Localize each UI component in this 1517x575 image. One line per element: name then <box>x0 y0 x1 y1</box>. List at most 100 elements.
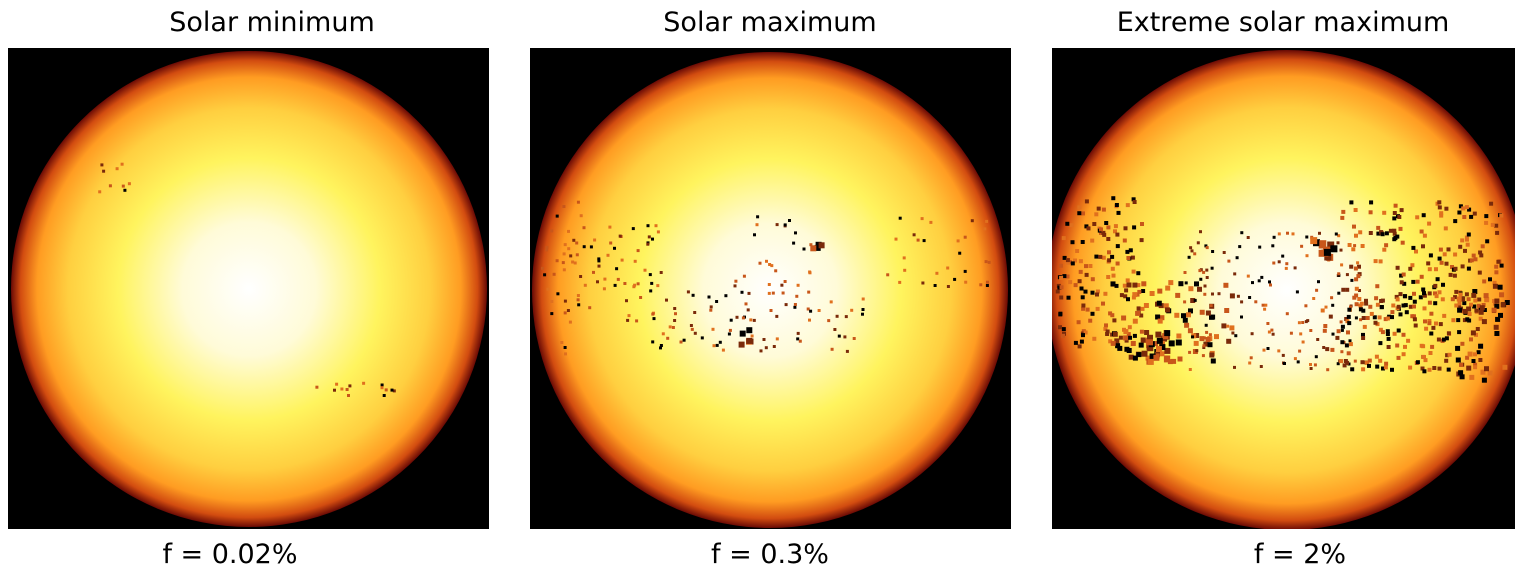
sunspot <box>1318 232 1321 235</box>
sunspot <box>1422 213 1426 217</box>
sunspot <box>1462 301 1466 305</box>
sunspot <box>1471 293 1476 298</box>
sunspot <box>1088 264 1092 268</box>
sunspot <box>1268 280 1271 283</box>
sunspot <box>662 332 665 335</box>
sunspot <box>1124 347 1129 352</box>
sunspot <box>1091 277 1095 281</box>
sunspot <box>1367 364 1371 368</box>
sunspot <box>1459 293 1463 297</box>
sunspot <box>1240 316 1243 319</box>
sunspot <box>596 280 599 283</box>
sunspot <box>1467 233 1471 237</box>
sunspot <box>1090 239 1094 243</box>
sunspot <box>1473 352 1477 356</box>
sunspot <box>340 388 343 391</box>
sunspot <box>1205 331 1208 334</box>
sunspot <box>784 280 787 283</box>
sunspot <box>1424 327 1428 331</box>
sunspot <box>1112 318 1116 322</box>
sunspot <box>1381 299 1385 303</box>
sunspot <box>1214 334 1219 339</box>
sunspot <box>1126 256 1130 260</box>
sunspot <box>651 313 654 316</box>
panel-title: Extreme solar maximum <box>1117 7 1450 38</box>
sunspot <box>1354 360 1357 363</box>
sunspot <box>674 312 677 315</box>
sunspot <box>1234 334 1237 337</box>
sunspot <box>923 239 926 242</box>
sunspot <box>669 325 672 328</box>
sunspot <box>1444 226 1448 230</box>
sunspot <box>1223 283 1228 288</box>
sunspot <box>1370 312 1374 316</box>
sunspot <box>765 346 768 349</box>
sunspot <box>1359 318 1362 321</box>
sunspot <box>1126 297 1130 301</box>
sunspot <box>1416 280 1420 284</box>
sunspot <box>1340 320 1343 323</box>
sunspot <box>845 315 848 318</box>
sunspot <box>1178 357 1183 362</box>
sunspot <box>646 243 649 246</box>
sunspot <box>1117 346 1122 351</box>
sunspot <box>1376 226 1380 230</box>
sunspot <box>853 337 856 340</box>
sunspot <box>564 311 567 314</box>
sunspot <box>971 219 974 222</box>
sunspot <box>1358 230 1362 234</box>
sunspot <box>1427 321 1431 325</box>
sunspot <box>1412 292 1416 296</box>
sunspot <box>903 269 906 272</box>
sunspot <box>550 229 553 232</box>
sunspot <box>898 281 901 284</box>
sunspot <box>929 221 932 224</box>
sunspot <box>740 331 746 337</box>
sunspot <box>1447 368 1451 372</box>
sunspot <box>1209 353 1214 358</box>
sunspot <box>1349 339 1352 342</box>
sunspot <box>1056 290 1060 294</box>
sunspot <box>102 170 105 173</box>
sunspot <box>1133 200 1137 204</box>
sunspot <box>1116 244 1120 248</box>
sunspot <box>710 305 713 308</box>
sunspot <box>799 340 802 343</box>
sunspot <box>1102 256 1106 260</box>
sunspot <box>1438 257 1442 261</box>
sunspot <box>550 300 553 303</box>
sunspot <box>1429 351 1433 355</box>
sunspot <box>745 302 748 305</box>
sunspot <box>794 303 797 306</box>
sunspot <box>739 342 745 348</box>
sunspot <box>562 205 565 208</box>
sunspot <box>1106 275 1110 279</box>
sunspot <box>625 299 628 302</box>
sunspot <box>1340 340 1344 344</box>
sunspot <box>794 231 797 234</box>
sunspot <box>1444 359 1448 363</box>
sunspot <box>1306 319 1309 322</box>
sunspot <box>1437 338 1441 342</box>
sunspot <box>1123 284 1127 288</box>
sunspot <box>639 296 642 299</box>
sunspot <box>1273 236 1276 239</box>
sunspot <box>1302 341 1305 344</box>
sunspot <box>575 242 578 245</box>
sunspot <box>1340 263 1343 266</box>
sunspot <box>1341 329 1344 332</box>
sunspot <box>709 309 712 312</box>
sunspot <box>590 245 593 248</box>
sunspot <box>1218 292 1221 295</box>
sunspot <box>569 321 572 324</box>
sunspot <box>1188 256 1191 259</box>
sunspot <box>1420 230 1424 234</box>
sunspot <box>1157 338 1163 344</box>
sunspot <box>1194 299 1197 302</box>
sunspot <box>751 335 754 338</box>
sunspot <box>1062 236 1066 240</box>
sunspot <box>1226 325 1229 328</box>
sunspot <box>1349 265 1353 269</box>
sunspot <box>1317 280 1320 283</box>
sunspot <box>1059 296 1063 300</box>
